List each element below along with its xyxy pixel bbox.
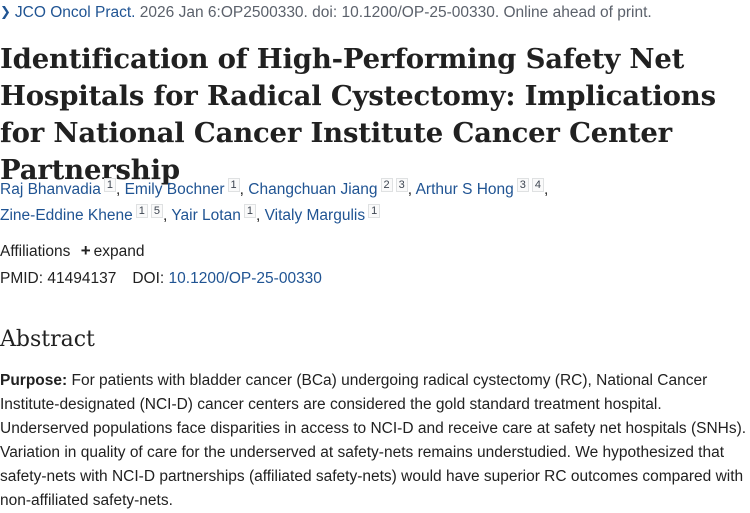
affiliation-ref[interactable]: 1 [227,178,240,192]
affiliation-ref[interactable]: 5 [150,204,163,218]
author-item: Changchuan Jiang 2 3 [248,178,408,198]
expand-label[interactable]: expand [93,243,145,260]
author-link[interactable]: Raj Bhanvadia [0,181,101,198]
abstract-heading: Abstract [0,327,95,352]
author-item: Vitaly Margulis 1 [264,204,381,224]
author-link[interactable]: Arthur S Hong [415,181,514,198]
citation-details: 2026 Jan 6:OP2500330. doi: 10.1200/OP-25… [135,4,652,21]
pmid-value: 41494137 [47,270,117,287]
affiliation-ref[interactable]: 2 [380,178,393,192]
author-link[interactable]: Emily Bochner [124,181,225,198]
author-link[interactable]: Zine-Eddine Khene [0,207,133,224]
author-item: Emily Bochner 1 [124,178,240,198]
author-item: Zine-Eddine Khene 1 5 [0,204,163,224]
doi-link[interactable]: 10.1200/OP-25-00330 [168,270,322,287]
affiliation-ref[interactable]: 3 [516,178,529,192]
purpose-text: For patients with bladder cancer (BCa) u… [0,372,747,509]
author-item: Raj Bhanvadia 1 [0,178,116,198]
affiliation-ref[interactable]: 1 [368,204,381,218]
author-link[interactable]: Yair Lotan [171,207,241,224]
author-list: Raj Bhanvadia 1, Emily Bochner 1, Changchu… [0,178,549,224]
citation-line: ❯ JCO Oncol Pract. 2026 Jan 6:OP2500330. … [0,4,652,22]
author-link[interactable]: Changchuan Jiang [248,181,378,198]
author-item: Yair Lotan 1 [171,204,256,224]
affiliation-ref[interactable]: 3 [395,178,408,192]
affiliations-label: Affiliations [0,243,71,260]
affiliations-toggle[interactable]: Affiliations + expand [0,241,144,261]
identifiers: PMID: 41494137 DOI: 10.1200/OP-25-00330 [0,270,322,288]
abstract-purpose: Purpose: For patients with bladder cance… [0,369,748,513]
article-title: Identification of High-Performing Safety… [0,43,716,186]
author-item: Arthur S Hong 3 4 [415,178,545,198]
plus-icon[interactable]: + [80,241,91,260]
affiliation-ref[interactable]: 1 [243,204,256,218]
doi-label: DOI: [132,270,165,287]
journal-link[interactable]: JCO Oncol Pract. [14,4,136,21]
affiliation-ref[interactable]: 1 [135,204,148,218]
chevron-right-icon[interactable]: ❯ [0,4,11,19]
affiliation-ref[interactable]: 1 [103,178,116,192]
affiliation-ref[interactable]: 4 [531,178,545,192]
author-link[interactable]: Vitaly Margulis [264,207,366,224]
pmid-label: PMID: [0,270,44,287]
purpose-label: Purpose: [0,372,68,389]
